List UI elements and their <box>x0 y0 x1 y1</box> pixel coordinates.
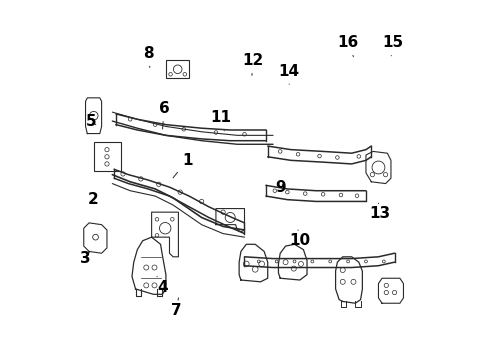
Text: 12: 12 <box>243 53 264 76</box>
Text: 15: 15 <box>382 35 403 56</box>
Bar <box>94 143 121 171</box>
Text: 11: 11 <box>210 110 231 131</box>
Text: 3: 3 <box>80 251 91 266</box>
Text: 9: 9 <box>274 180 285 195</box>
Text: 10: 10 <box>289 230 310 248</box>
Text: 1: 1 <box>173 153 192 178</box>
Text: 2: 2 <box>87 192 98 207</box>
Text: 5: 5 <box>85 113 96 129</box>
Text: 13: 13 <box>369 203 390 221</box>
Bar <box>165 60 189 78</box>
Text: 7: 7 <box>171 298 182 318</box>
Text: 16: 16 <box>337 35 358 57</box>
Text: 6: 6 <box>159 101 169 129</box>
Text: 4: 4 <box>157 276 167 295</box>
Text: 8: 8 <box>142 46 153 67</box>
Text: 14: 14 <box>278 64 299 84</box>
